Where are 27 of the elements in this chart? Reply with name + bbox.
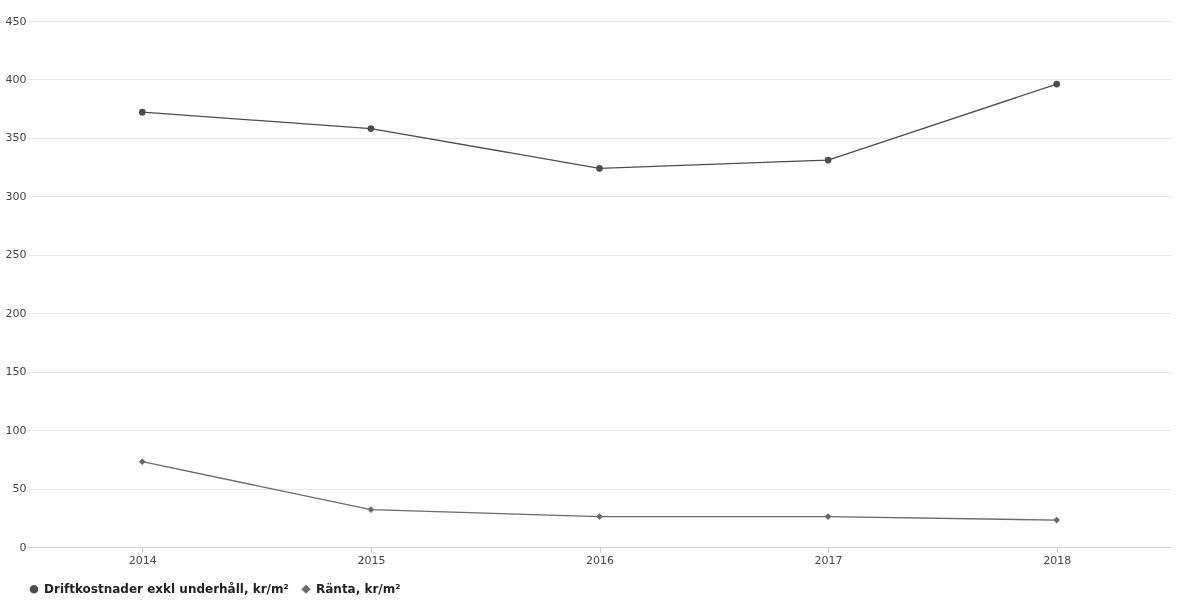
legend-label: Ränta, kr/m² bbox=[316, 582, 401, 597]
point bbox=[824, 513, 832, 520]
y-tick-label: 150 bbox=[5, 365, 27, 379]
point bbox=[824, 156, 832, 164]
y-tick-label: 300 bbox=[5, 189, 27, 203]
y-tick-label: 350 bbox=[5, 131, 27, 145]
point bbox=[367, 125, 375, 132]
point bbox=[138, 458, 146, 466]
x-tick-label: 2016 bbox=[586, 553, 614, 567]
point bbox=[1053, 516, 1061, 524]
point bbox=[138, 108, 146, 116]
point bbox=[367, 506, 375, 513]
y-tick-label: 200 bbox=[5, 306, 27, 320]
y-tick-label: 100 bbox=[5, 423, 27, 437]
x-tick-label: 2018 bbox=[1043, 553, 1072, 567]
legend-label: Driftkostnader exkl underhåll, kr/m² bbox=[44, 582, 289, 597]
x-tick-label: 2014 bbox=[128, 553, 157, 567]
point bbox=[596, 164, 603, 172]
point bbox=[596, 513, 603, 520]
x-tick-label: 2015 bbox=[357, 553, 386, 567]
x-tick-label: 2017 bbox=[814, 553, 843, 567]
y-tick-label: 250 bbox=[5, 248, 27, 262]
y-tick-label: 450 bbox=[5, 14, 27, 28]
y-tick-label: 0 bbox=[19, 540, 27, 554]
y-tick-label: 50 bbox=[12, 482, 27, 496]
y-tick-label: 400 bbox=[5, 72, 27, 86]
point bbox=[1053, 80, 1061, 88]
